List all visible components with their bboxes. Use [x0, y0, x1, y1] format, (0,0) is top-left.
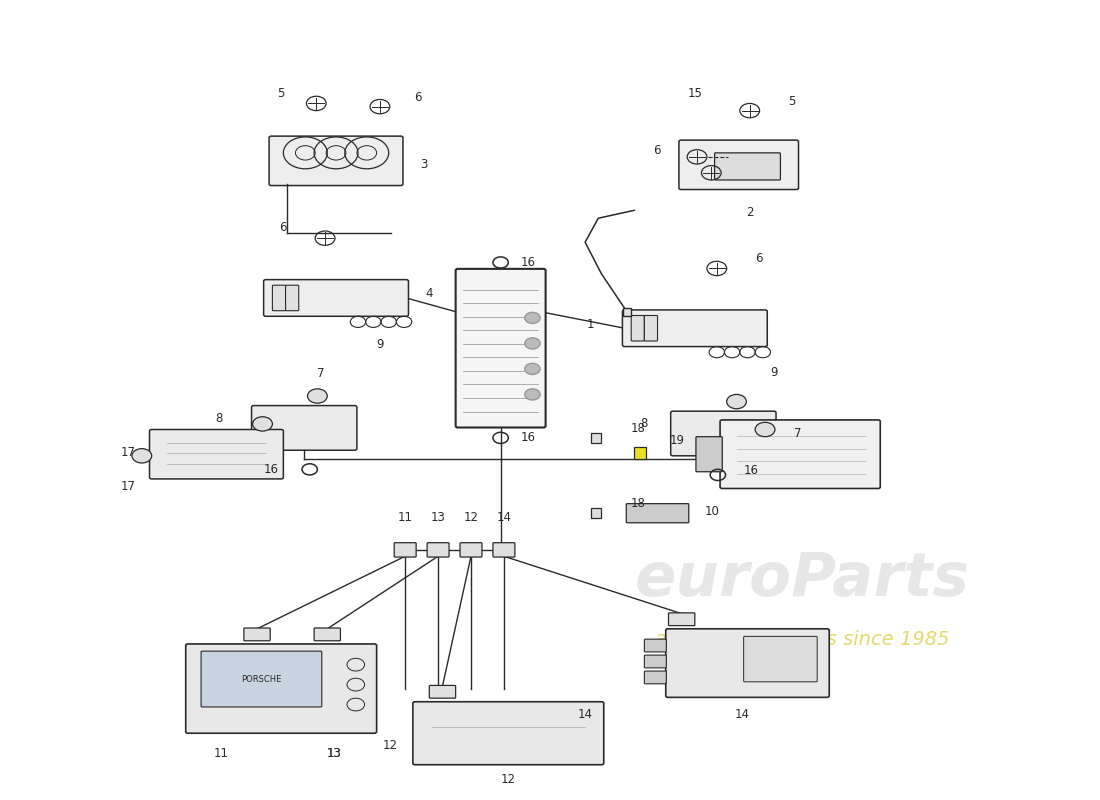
- Text: 6: 6: [415, 90, 422, 103]
- Circle shape: [525, 363, 540, 374]
- Circle shape: [525, 312, 540, 323]
- Text: 7: 7: [794, 427, 802, 440]
- Text: 6: 6: [279, 222, 287, 234]
- Text: 10: 10: [705, 505, 719, 518]
- FancyBboxPatch shape: [744, 636, 817, 682]
- Circle shape: [727, 394, 747, 409]
- FancyBboxPatch shape: [270, 136, 403, 186]
- FancyBboxPatch shape: [645, 315, 658, 341]
- FancyBboxPatch shape: [679, 140, 799, 190]
- FancyBboxPatch shape: [286, 286, 299, 310]
- Circle shape: [253, 417, 273, 431]
- Text: 5: 5: [788, 94, 795, 107]
- Text: 17: 17: [121, 446, 136, 459]
- Text: 12: 12: [463, 511, 478, 525]
- FancyBboxPatch shape: [264, 280, 408, 316]
- Text: 7: 7: [317, 367, 324, 380]
- Text: euroParts: euroParts: [635, 550, 970, 609]
- FancyBboxPatch shape: [493, 542, 515, 557]
- FancyBboxPatch shape: [315, 628, 340, 641]
- Text: 9: 9: [770, 366, 778, 378]
- Text: 17: 17: [121, 479, 136, 493]
- FancyBboxPatch shape: [412, 702, 604, 765]
- Text: 12: 12: [500, 773, 516, 786]
- Text: 12: 12: [383, 738, 397, 752]
- Text: 6: 6: [755, 251, 762, 265]
- Text: 18: 18: [630, 422, 646, 435]
- FancyBboxPatch shape: [455, 269, 546, 427]
- FancyBboxPatch shape: [671, 411, 776, 456]
- Text: 2: 2: [746, 206, 754, 219]
- Text: 18: 18: [630, 497, 646, 510]
- Text: 14: 14: [496, 511, 512, 525]
- Text: 1: 1: [586, 318, 594, 330]
- Text: 16: 16: [520, 431, 536, 444]
- FancyBboxPatch shape: [273, 286, 286, 310]
- FancyBboxPatch shape: [631, 315, 645, 341]
- Text: a passion for parts since 1985: a passion for parts since 1985: [656, 630, 949, 649]
- Text: 11: 11: [213, 747, 229, 761]
- FancyBboxPatch shape: [252, 406, 356, 450]
- FancyBboxPatch shape: [201, 651, 322, 707]
- Text: 15: 15: [688, 86, 702, 99]
- FancyBboxPatch shape: [669, 613, 695, 626]
- Circle shape: [525, 338, 540, 349]
- FancyBboxPatch shape: [666, 629, 829, 698]
- Text: 5: 5: [277, 86, 285, 99]
- FancyBboxPatch shape: [715, 153, 780, 180]
- Circle shape: [132, 449, 152, 463]
- Text: 3: 3: [420, 158, 428, 171]
- Text: 4: 4: [426, 287, 433, 301]
- Circle shape: [525, 389, 540, 400]
- FancyBboxPatch shape: [696, 437, 723, 472]
- Text: 9: 9: [376, 338, 384, 350]
- FancyBboxPatch shape: [645, 655, 667, 668]
- FancyBboxPatch shape: [623, 310, 768, 346]
- FancyBboxPatch shape: [427, 542, 449, 557]
- Circle shape: [756, 422, 774, 437]
- Text: 16: 16: [744, 464, 758, 477]
- Text: 19: 19: [670, 434, 685, 447]
- FancyBboxPatch shape: [720, 420, 880, 489]
- Text: 13: 13: [327, 747, 341, 761]
- Text: PORSCHE: PORSCHE: [241, 674, 282, 683]
- FancyBboxPatch shape: [645, 671, 667, 684]
- Text: 13: 13: [327, 747, 341, 761]
- Text: 14: 14: [735, 708, 749, 721]
- Text: 8: 8: [640, 418, 648, 430]
- FancyBboxPatch shape: [244, 628, 271, 641]
- Text: 8: 8: [214, 412, 222, 425]
- Text: 13: 13: [430, 511, 446, 525]
- FancyBboxPatch shape: [645, 639, 667, 652]
- FancyBboxPatch shape: [150, 430, 284, 479]
- Circle shape: [308, 389, 328, 403]
- FancyBboxPatch shape: [460, 542, 482, 557]
- Text: 14: 14: [578, 708, 593, 721]
- FancyBboxPatch shape: [626, 504, 689, 522]
- Text: 6: 6: [652, 144, 660, 157]
- Text: 11: 11: [398, 511, 412, 525]
- FancyBboxPatch shape: [394, 542, 416, 557]
- Text: 16: 16: [520, 256, 536, 269]
- FancyBboxPatch shape: [186, 644, 376, 734]
- FancyBboxPatch shape: [429, 686, 455, 698]
- Text: 16: 16: [264, 463, 278, 476]
